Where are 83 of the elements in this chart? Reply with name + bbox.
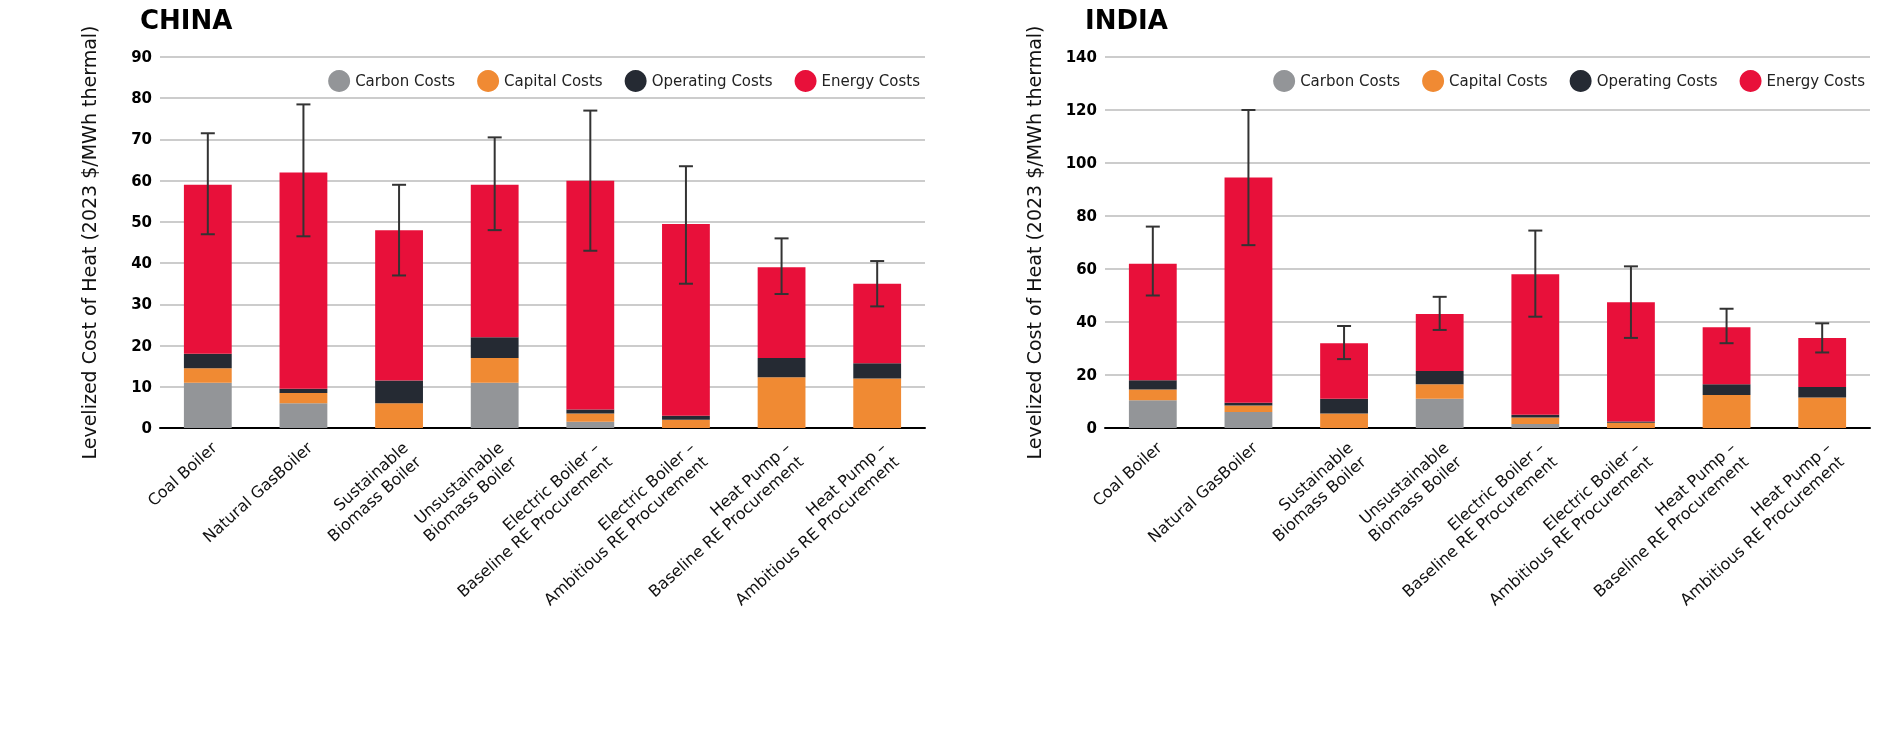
bar: [757, 267, 806, 358]
legend-label: Carbon Costs: [1299, 72, 1400, 90]
bar: [757, 377, 806, 428]
bar: [183, 353, 232, 369]
y-tick-label: 10: [131, 377, 152, 396]
y-tick-label: 70: [131, 130, 152, 149]
bar: [1510, 417, 1559, 425]
bar: [1606, 302, 1655, 422]
bar: [853, 363, 902, 379]
bar: [662, 223, 710, 416]
bar: [1797, 337, 1846, 387]
bar: [279, 392, 328, 404]
bar: [662, 419, 710, 428]
y-tick-label: 50: [131, 212, 152, 231]
bar: [1415, 398, 1464, 428]
y-tick-label: 80: [1075, 207, 1097, 225]
y-tick-label: 40: [1075, 313, 1097, 331]
y-tick-label: 20: [131, 336, 152, 355]
chart-title: INDIA: [1084, 5, 1168, 35]
bar: [1702, 327, 1750, 385]
bar: [470, 184, 519, 338]
y-tick-label: 90: [131, 48, 152, 66]
y-tick-label: 140: [1065, 48, 1097, 66]
legend-label: Capital Costs: [1448, 72, 1548, 90]
bar: [1702, 384, 1750, 395]
y-tick-label: 80: [131, 89, 152, 108]
bar: [183, 368, 232, 383]
legend-label: Energy Costs: [821, 72, 921, 90]
chart-title: CHINA: [140, 5, 233, 35]
legend-label: Operating Costs: [651, 72, 773, 90]
y-tick-label: 30: [131, 295, 152, 314]
bar: [1415, 384, 1464, 399]
y-tick-label: 0: [1086, 419, 1097, 437]
bar: [1319, 398, 1368, 414]
y-tick-label: 120: [1065, 101, 1097, 119]
bar: [1415, 371, 1464, 385]
bar: [375, 380, 423, 404]
bar: [1797, 386, 1846, 398]
bar: [470, 357, 519, 383]
bar: [279, 172, 328, 389]
y-tick-label: 20: [1075, 366, 1097, 384]
legend-label: Capital Costs: [504, 72, 603, 90]
bar: [1510, 274, 1559, 415]
y-tick-label: 60: [131, 171, 152, 190]
bar: [1510, 424, 1559, 428]
bar: [566, 421, 615, 428]
bar: [1606, 422, 1655, 428]
bar: [566, 409, 615, 414]
bar: [1797, 397, 1846, 428]
legend-label: Operating Costs: [1596, 72, 1718, 90]
bar: [566, 180, 615, 410]
bar: [183, 382, 232, 428]
bar: [1128, 389, 1177, 401]
y-tick-label: 100: [1065, 154, 1097, 172]
y-axis-title: Levelized Cost of Heat (2023 $/MWh thermal): [1022, 25, 1044, 460]
y-tick-label: 0: [141, 419, 152, 437]
bar: [662, 415, 710, 420]
bar: [1224, 412, 1272, 428]
bar: [375, 403, 423, 428]
bar: [757, 357, 806, 378]
bar: [1128, 400, 1177, 428]
bar: [853, 378, 902, 428]
bar: [1415, 314, 1464, 372]
bar: [566, 413, 615, 422]
bar: [1128, 380, 1177, 390]
legend-label: Carbon Costs: [355, 72, 456, 90]
bar: [1319, 343, 1368, 399]
y-tick-label: 60: [1075, 260, 1097, 278]
y-tick-label: 40: [131, 254, 152, 273]
bar: [279, 403, 328, 428]
bar: [470, 337, 519, 358]
legend-label: Energy Costs: [1766, 72, 1865, 90]
bar: [1702, 394, 1750, 428]
y-axis-title: Levelized Cost of Heat (2023 $/MWh thermal): [77, 25, 100, 460]
bar: [853, 283, 902, 364]
bar: [1319, 413, 1368, 428]
bar: [1128, 263, 1177, 381]
bar: [183, 184, 232, 354]
bar: [470, 382, 519, 428]
bar: [279, 388, 328, 393]
bar: [1224, 177, 1272, 403]
bar: [375, 230, 423, 381]
bar: [1224, 405, 1272, 413]
